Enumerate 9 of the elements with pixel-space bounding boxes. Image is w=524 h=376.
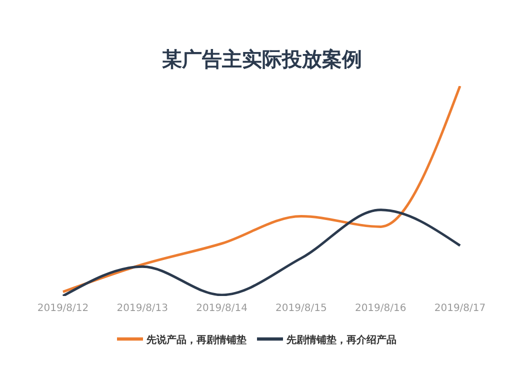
x-tick-label: 2019/8/17 [434,303,486,314]
x-tick-label: 2019/8/13 [116,303,168,314]
x-tick-label: 2019/8/16 [354,303,406,314]
x-tick-label: 2019/8/14 [196,303,248,314]
x-tick-label: 2019/8/15 [276,303,327,314]
legend-label: 先剧情铺垫，再介绍产品 [286,335,396,346]
chart-title: 某广告主实际投放案例 [161,46,363,73]
legend-label: 先说产品，再剧情铺垫 [146,335,246,346]
x-tick-label: 2019/8/12 [37,303,89,314]
